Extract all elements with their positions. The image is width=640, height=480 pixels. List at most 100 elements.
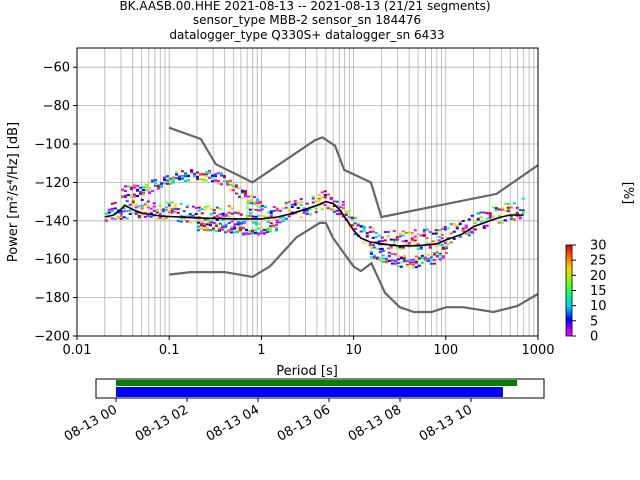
series-line-nhnm xyxy=(168,126,538,219)
heatmap-cell xyxy=(423,257,427,260)
heatmap-cell xyxy=(353,233,357,236)
heatmap-cell xyxy=(393,259,397,262)
heatmap-cell xyxy=(208,224,212,227)
heatmap-cell xyxy=(444,247,448,250)
heatmap-cell xyxy=(244,229,248,232)
date-tick-label: 08-13 02 xyxy=(133,402,191,444)
heatmap-cell xyxy=(260,205,264,208)
heatmap-cell xyxy=(311,201,315,204)
heatmap-cell xyxy=(335,209,339,212)
heatmap-cell xyxy=(229,228,233,231)
heatmap-cell xyxy=(212,216,216,219)
heatmap-cell xyxy=(182,217,186,220)
heatmap-cell xyxy=(225,183,229,186)
heatmap-cell xyxy=(372,254,376,257)
heatmap-cell xyxy=(452,223,456,226)
heatmap-cell xyxy=(326,206,330,209)
heatmap-cell xyxy=(196,225,200,228)
heatmap-cell xyxy=(335,200,339,203)
y-tick-label: −180 xyxy=(34,291,70,306)
date-tick-label: 08-13 10 xyxy=(417,402,475,444)
heatmap-cell xyxy=(420,254,424,257)
heatmap-cell xyxy=(512,218,516,221)
heatmap-cell xyxy=(423,256,427,259)
heatmap-cell xyxy=(368,242,372,245)
heatmap-cell xyxy=(149,215,153,218)
heatmap-cell xyxy=(414,260,418,263)
heatmap-cell xyxy=(132,184,136,187)
colorbar-tick-label: 10 xyxy=(590,299,607,314)
coverage-bar-blue xyxy=(116,387,503,397)
heatmap-cell xyxy=(314,200,318,203)
heatmap-cell xyxy=(368,244,372,247)
heatmap-cell xyxy=(176,219,180,222)
heatmap-cell xyxy=(191,205,195,208)
heatmap-cell xyxy=(269,215,273,218)
heatmap-cell xyxy=(164,209,168,212)
heatmap-cell xyxy=(320,208,324,211)
heatmap-cell xyxy=(274,229,278,232)
heatmap-cell xyxy=(235,230,239,233)
heatmap-cell xyxy=(168,181,172,184)
heatmap-cell xyxy=(335,213,339,216)
heatmap-cell xyxy=(470,227,474,230)
heatmap-cell xyxy=(482,211,486,214)
heatmap-cell xyxy=(413,235,417,238)
heatmap-cell xyxy=(317,200,321,203)
heatmap-cell xyxy=(332,204,336,207)
heatmap-cell xyxy=(122,210,126,213)
heatmap-cell xyxy=(293,203,297,206)
heatmap-cell xyxy=(230,212,234,215)
heatmap-cell xyxy=(338,213,342,216)
heatmap-cell xyxy=(410,237,414,240)
heatmap-cell xyxy=(228,183,232,186)
heatmap-cell xyxy=(135,194,139,197)
heatmap-cell xyxy=(441,256,445,259)
heatmap-cell xyxy=(377,240,381,243)
heatmap-cell xyxy=(506,206,510,209)
heatmap-cell xyxy=(159,183,163,186)
heatmap-cell xyxy=(146,200,150,203)
heatmap-cell xyxy=(247,232,251,235)
heatmap-cell xyxy=(110,207,114,210)
heatmap-cell xyxy=(314,207,318,210)
heatmap-cell xyxy=(209,221,213,224)
y-tick-label: −80 xyxy=(43,99,70,114)
heatmap-cell xyxy=(252,201,256,204)
heatmap-cell xyxy=(305,202,309,205)
heatmap-cell xyxy=(380,247,384,250)
heatmap-cell xyxy=(180,175,184,178)
heatmap-cell xyxy=(265,228,269,231)
heatmap-cell xyxy=(258,200,262,203)
heatmap-cell xyxy=(141,193,145,196)
heatmap-cell xyxy=(437,239,441,242)
heatmap-cell xyxy=(165,182,169,185)
heatmap-cell xyxy=(432,259,436,262)
chart-title-line-3: datalogger_type Q330S+ datalogger_sn 643… xyxy=(169,28,444,42)
colorbar xyxy=(565,244,573,337)
heatmap-cell xyxy=(164,201,168,204)
heatmap-cell xyxy=(255,198,259,201)
heatmap-cell xyxy=(503,209,507,212)
heatmap-cell xyxy=(249,195,253,198)
heatmap-cell xyxy=(262,232,266,235)
heatmap-cell xyxy=(180,170,184,173)
y-tick-label: −120 xyxy=(34,176,70,191)
heatmap-cell xyxy=(260,208,264,211)
heatmap-cell xyxy=(140,204,144,207)
heatmap-cell xyxy=(126,193,130,196)
heatmap-cell xyxy=(399,265,403,268)
heatmap-cell xyxy=(260,214,264,217)
heatmap-cell xyxy=(476,212,480,215)
heatmap-cell xyxy=(212,211,216,214)
heatmap-cell xyxy=(189,170,193,173)
heatmap-cell xyxy=(509,214,513,217)
heatmap-cell xyxy=(255,201,259,204)
heatmap-cell xyxy=(384,261,388,264)
heatmap-cell xyxy=(440,234,444,237)
heatmap-cell xyxy=(278,209,282,212)
heatmap-cell xyxy=(281,215,285,218)
heatmap-cell xyxy=(228,179,232,182)
heatmap-cell xyxy=(128,212,132,215)
heatmap-cell xyxy=(208,223,212,226)
